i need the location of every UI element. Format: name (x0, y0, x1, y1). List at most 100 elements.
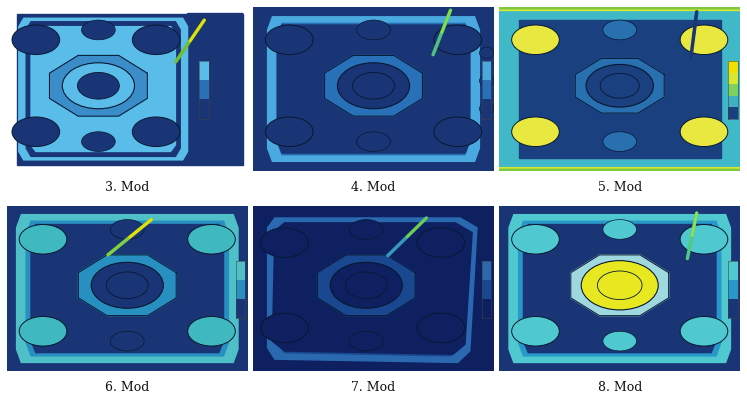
Ellipse shape (330, 262, 403, 308)
Polygon shape (7, 206, 247, 371)
Ellipse shape (680, 117, 728, 146)
Text: 7. Mod: 7. Mod (351, 381, 396, 393)
Text: 4. Mod: 4. Mod (351, 181, 396, 194)
Ellipse shape (598, 271, 642, 300)
Ellipse shape (603, 20, 636, 40)
Polygon shape (471, 12, 747, 166)
Ellipse shape (512, 316, 560, 346)
Ellipse shape (434, 25, 482, 55)
Ellipse shape (111, 331, 144, 351)
Polygon shape (261, 211, 486, 369)
Polygon shape (26, 221, 229, 356)
Polygon shape (16, 215, 238, 362)
Polygon shape (267, 17, 480, 161)
Ellipse shape (600, 73, 639, 98)
Ellipse shape (417, 313, 465, 343)
Bar (728, 73, 737, 84)
Ellipse shape (680, 225, 728, 254)
Ellipse shape (106, 272, 148, 298)
Polygon shape (267, 218, 477, 362)
Ellipse shape (356, 20, 391, 40)
Bar (199, 61, 209, 80)
Polygon shape (273, 223, 472, 354)
Bar (482, 261, 492, 280)
Ellipse shape (187, 225, 235, 254)
Bar (728, 299, 737, 318)
Ellipse shape (480, 103, 494, 115)
Polygon shape (325, 55, 422, 116)
Ellipse shape (261, 228, 309, 257)
Polygon shape (518, 20, 721, 158)
Ellipse shape (512, 117, 560, 146)
Polygon shape (456, 10, 747, 168)
Ellipse shape (62, 63, 134, 109)
Ellipse shape (434, 117, 482, 146)
Polygon shape (524, 24, 716, 155)
Ellipse shape (345, 272, 387, 298)
Ellipse shape (265, 25, 313, 55)
Polygon shape (19, 18, 187, 160)
Ellipse shape (586, 64, 654, 107)
Bar (728, 84, 737, 96)
Ellipse shape (581, 261, 658, 310)
Ellipse shape (480, 75, 494, 87)
Ellipse shape (680, 316, 728, 346)
Polygon shape (518, 221, 721, 356)
Polygon shape (277, 24, 470, 155)
Ellipse shape (603, 331, 636, 351)
Polygon shape (571, 255, 669, 316)
Bar (728, 96, 737, 107)
Ellipse shape (417, 228, 465, 257)
Polygon shape (317, 255, 415, 316)
Ellipse shape (680, 25, 728, 55)
Polygon shape (78, 255, 176, 316)
Polygon shape (16, 14, 243, 165)
Ellipse shape (132, 25, 180, 55)
Ellipse shape (265, 117, 313, 146)
Polygon shape (500, 7, 740, 171)
Text: 5. Mod: 5. Mod (598, 181, 642, 194)
Ellipse shape (111, 219, 144, 239)
Ellipse shape (512, 25, 560, 55)
Ellipse shape (338, 63, 409, 109)
Ellipse shape (19, 225, 67, 254)
Bar (482, 280, 492, 299)
Ellipse shape (603, 219, 636, 239)
Bar (199, 80, 209, 99)
Polygon shape (575, 59, 664, 113)
Ellipse shape (81, 132, 115, 152)
Polygon shape (49, 55, 147, 116)
Bar (235, 299, 245, 318)
Ellipse shape (480, 47, 494, 59)
Text: 6. Mod: 6. Mod (105, 381, 149, 393)
Bar (482, 80, 492, 99)
Ellipse shape (91, 262, 164, 308)
Ellipse shape (187, 316, 235, 346)
Ellipse shape (78, 73, 120, 99)
Ellipse shape (353, 73, 394, 99)
Ellipse shape (132, 117, 180, 146)
Polygon shape (31, 225, 223, 353)
Ellipse shape (512, 225, 560, 254)
Polygon shape (187, 14, 243, 165)
Bar (482, 299, 492, 318)
Ellipse shape (603, 132, 636, 152)
Text: 3. Mod: 3. Mod (105, 181, 149, 194)
Polygon shape (277, 25, 470, 153)
Polygon shape (509, 215, 731, 362)
Polygon shape (277, 225, 468, 356)
Ellipse shape (12, 25, 60, 55)
Bar (235, 280, 245, 299)
Polygon shape (19, 18, 187, 160)
Polygon shape (31, 27, 176, 152)
Ellipse shape (350, 219, 383, 239)
Polygon shape (253, 206, 494, 371)
Bar (235, 261, 245, 280)
Bar (199, 99, 209, 119)
Polygon shape (500, 206, 740, 371)
Bar (482, 99, 492, 119)
Bar (728, 61, 737, 73)
Polygon shape (253, 7, 494, 171)
Text: 8. Mod: 8. Mod (598, 381, 642, 393)
Bar (482, 61, 492, 80)
